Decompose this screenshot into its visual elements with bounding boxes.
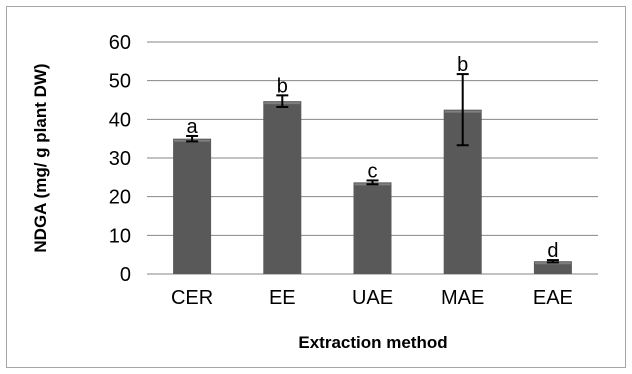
- chart-frame: [6, 6, 626, 368]
- y-tick-label: 30: [109, 148, 131, 170]
- data-label: d: [547, 240, 558, 262]
- bar: [533, 261, 572, 274]
- y-tick-label: 60: [109, 32, 131, 54]
- data-label: a: [187, 116, 199, 138]
- x-axis-title: Extraction method: [298, 333, 447, 352]
- x-category-label: CER: [171, 287, 213, 309]
- y-tick-label: 40: [109, 109, 131, 131]
- data-label: c: [368, 160, 378, 182]
- gridlines: [147, 41, 598, 275]
- data-label: b: [277, 75, 288, 97]
- x-category-label: EE: [269, 287, 296, 309]
- error-bars: [186, 73, 559, 264]
- y-tick-label: 50: [109, 71, 131, 93]
- y-tick-label: 10: [109, 225, 131, 247]
- bars: [173, 101, 572, 275]
- bar: [173, 138, 212, 274]
- y-axis-title: NDGA (mg/ g plant DW): [31, 63, 50, 252]
- data-labels: a b c b d: [187, 54, 559, 262]
- bar: [353, 182, 392, 274]
- x-category-label: EAE: [533, 287, 573, 309]
- x-category-labels: CER EE UAE MAE EAE: [171, 287, 573, 309]
- y-tick-label: 20: [109, 187, 131, 209]
- data-label: b: [457, 54, 468, 76]
- x-category-label: UAE: [352, 287, 393, 309]
- y-tick-labels: 0 10 20 30 40 50 60: [109, 32, 131, 286]
- bar: [263, 101, 302, 274]
- x-category-label: MAE: [441, 287, 484, 309]
- y-tick-label: 0: [120, 264, 131, 286]
